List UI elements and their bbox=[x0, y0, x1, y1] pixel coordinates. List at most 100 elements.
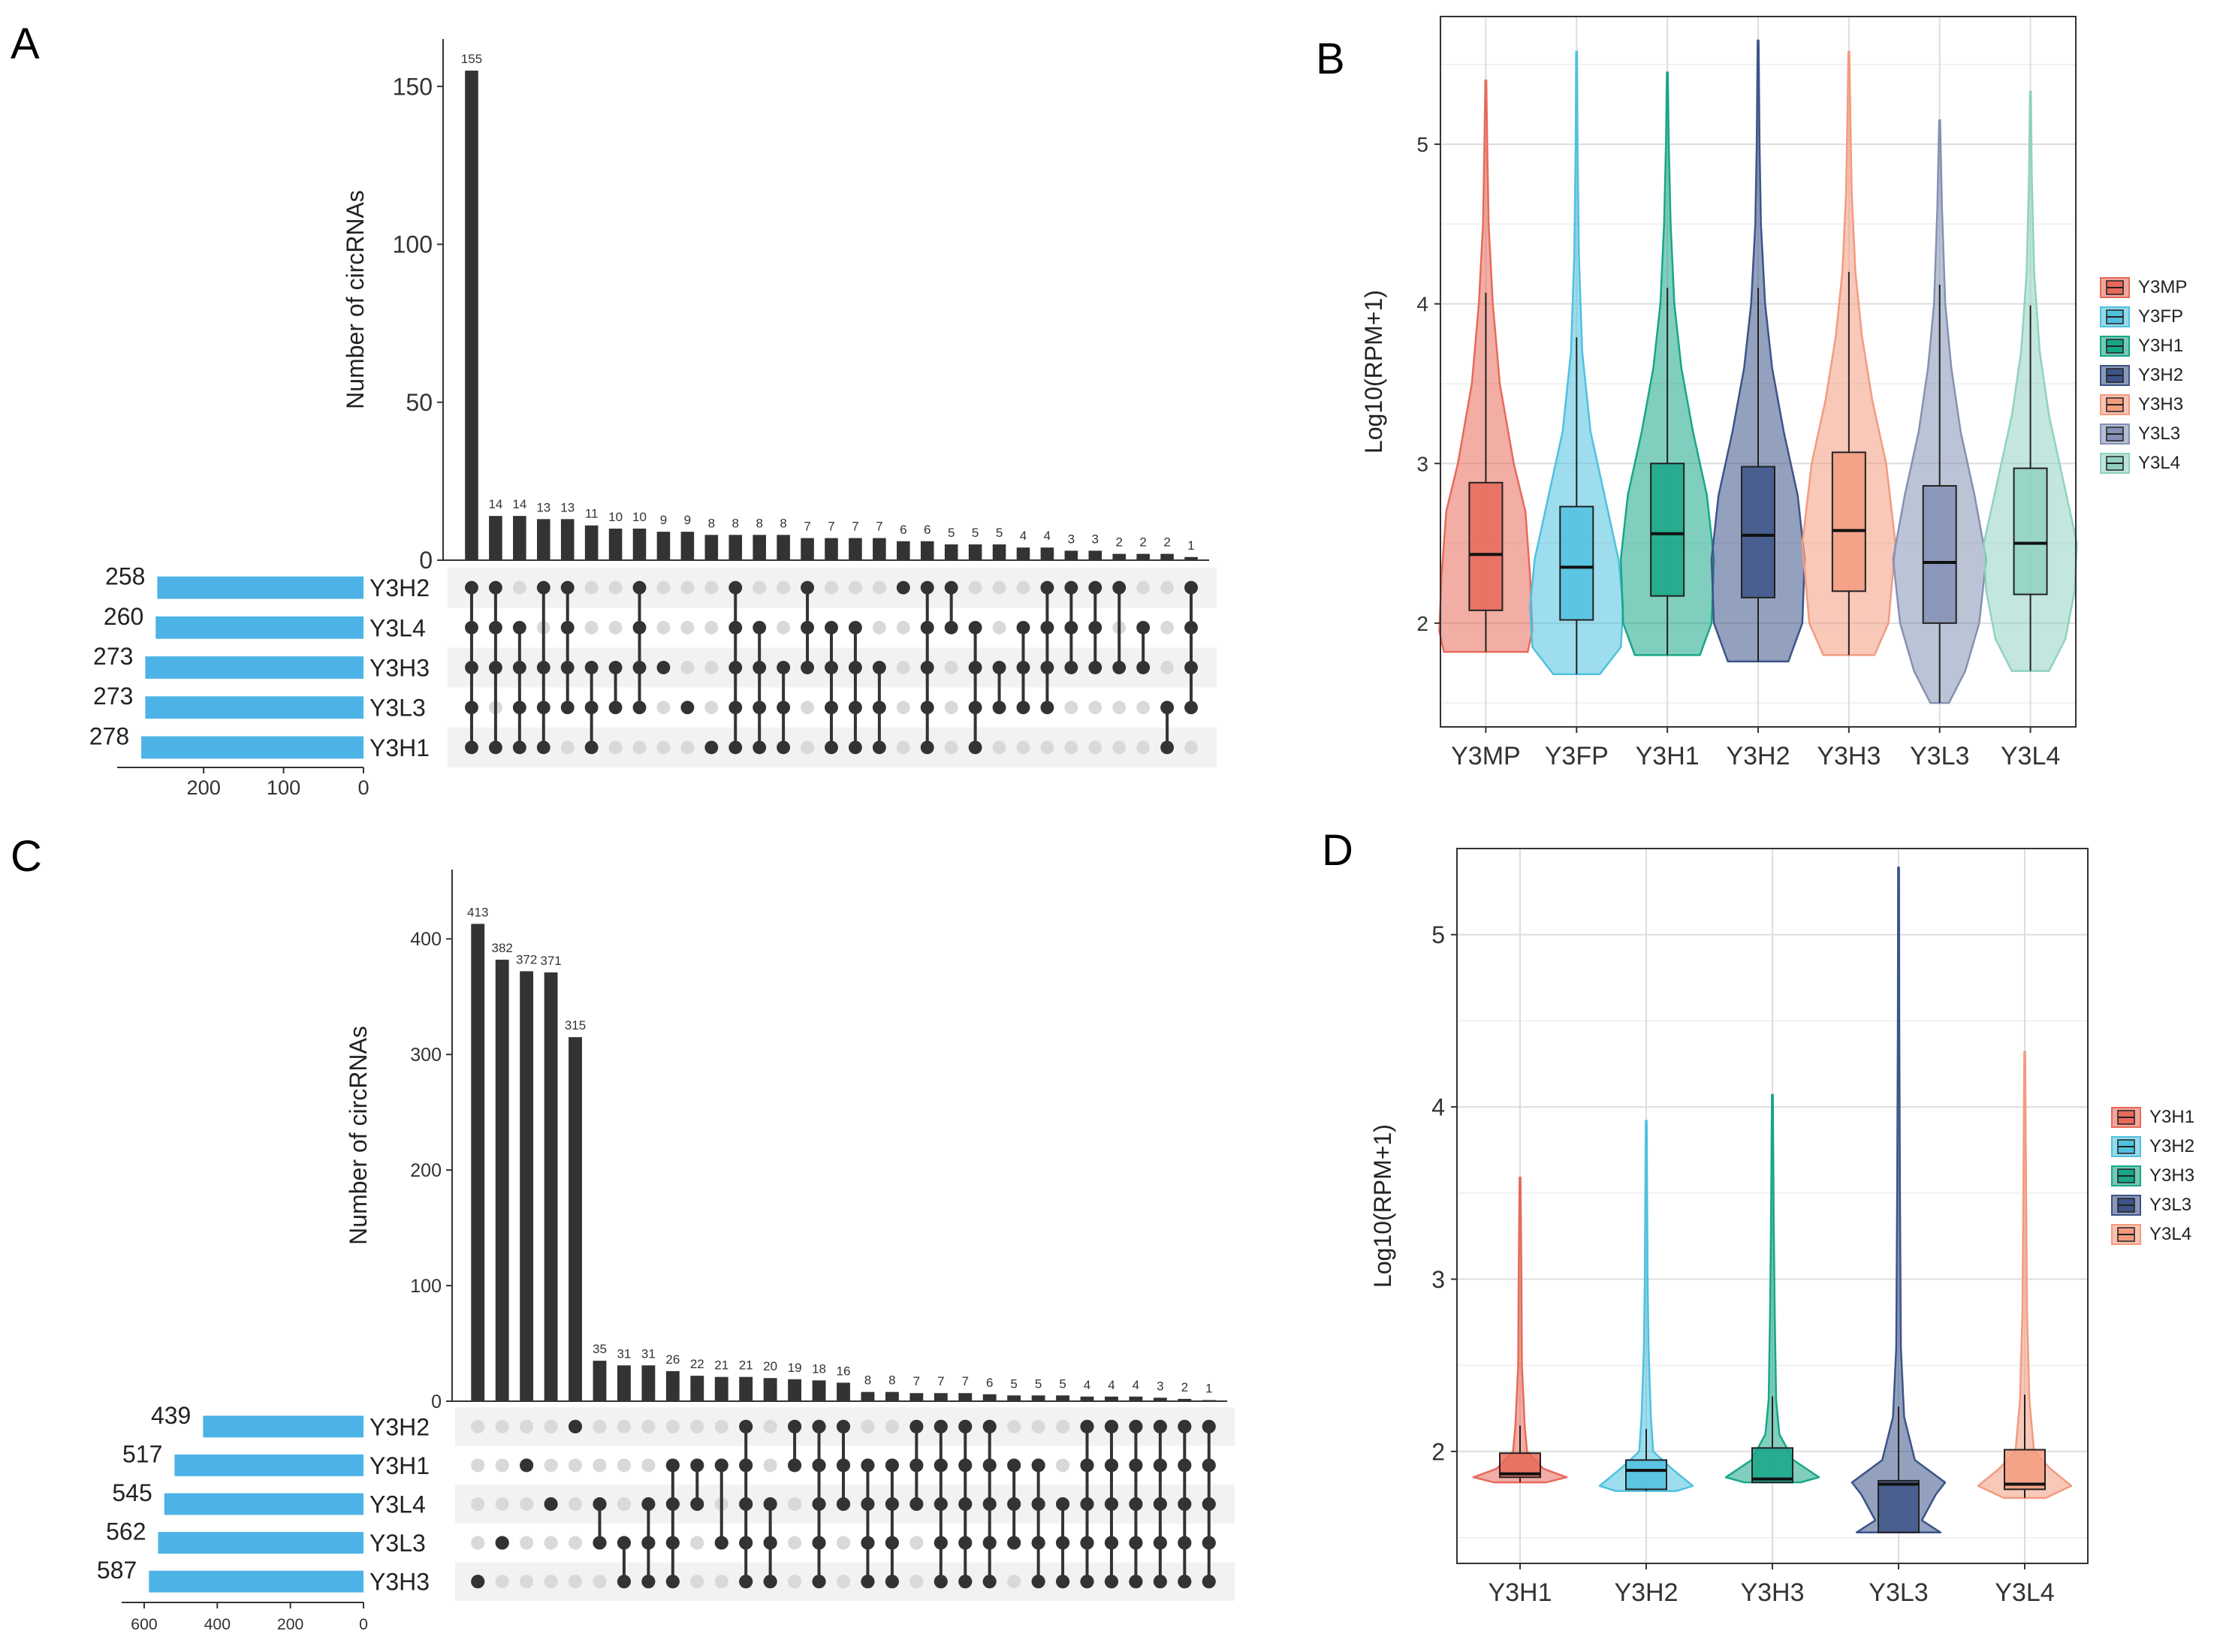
matrix-dot-empty bbox=[690, 1419, 704, 1433]
bar-value-label: 26 bbox=[665, 1352, 680, 1367]
matrix-dot-empty bbox=[593, 1419, 607, 1433]
matrix-dot-filled bbox=[848, 661, 862, 674]
legend-label: Y3H2 bbox=[2138, 365, 2183, 385]
matrix-dot-filled bbox=[968, 740, 982, 755]
matrix-dot-filled bbox=[1055, 1575, 1070, 1589]
intersection-bar bbox=[909, 1393, 924, 1401]
y-tick-label: 50 bbox=[406, 389, 433, 416]
matrix-dot-filled bbox=[812, 1419, 826, 1433]
set-size-bar bbox=[145, 656, 363, 679]
intersection-bar bbox=[1064, 550, 1078, 560]
matrix-dot-empty bbox=[656, 580, 671, 595]
matrix-dot-empty bbox=[1016, 740, 1030, 755]
matrix-dot-filled bbox=[920, 740, 934, 755]
bar-value-label: 5 bbox=[972, 526, 979, 540]
bar-value-label: 13 bbox=[536, 500, 550, 514]
matrix-dot-empty bbox=[690, 1575, 704, 1589]
intersection-bar bbox=[495, 960, 509, 1401]
matrix-dot-filled bbox=[488, 580, 502, 595]
intersection-bar bbox=[861, 1391, 875, 1401]
matrix-dot-filled bbox=[1178, 1536, 1192, 1550]
matrix-dot-filled bbox=[495, 1536, 509, 1550]
legend-label: Y3L3 bbox=[2138, 424, 2180, 444]
matrix-dot-filled bbox=[1178, 1497, 1192, 1512]
matrix-dot-empty bbox=[1007, 1575, 1021, 1589]
intersection-bar bbox=[560, 519, 575, 560]
box-body bbox=[1625, 1459, 1667, 1491]
matrix-dot-empty bbox=[704, 620, 719, 635]
matrix-dot-filled bbox=[861, 1536, 875, 1550]
matrix-dot-filled bbox=[1040, 661, 1054, 674]
matrix-dot-empty bbox=[471, 1536, 485, 1550]
bar-value-label: 4 bbox=[1020, 529, 1027, 543]
intersection-bar bbox=[593, 1361, 607, 1401]
set-name-label: Y3H2 bbox=[369, 1413, 430, 1440]
set-axis-tick-label: 400 bbox=[204, 1615, 231, 1633]
bar-value-label: 1 bbox=[1205, 1381, 1212, 1395]
bar-value-label: 9 bbox=[660, 513, 667, 527]
intersection-bar bbox=[584, 525, 599, 560]
violin-shape bbox=[1598, 1120, 1694, 1492]
matrix-dot-filled bbox=[788, 1419, 802, 1433]
set-name-label: Y3H1 bbox=[369, 734, 430, 761]
matrix-dot-filled bbox=[739, 1497, 753, 1512]
x-tick-label: Y3MP bbox=[1451, 742, 1521, 770]
intersection-bar bbox=[513, 516, 526, 560]
matrix-dot-filled bbox=[812, 1575, 826, 1589]
intersection-bar bbox=[489, 516, 502, 560]
matrix-dot-filled bbox=[1055, 1536, 1070, 1550]
matrix-dot-filled bbox=[958, 1536, 973, 1550]
matrix-dot-filled bbox=[1112, 580, 1127, 595]
set-size-value: 587 bbox=[97, 1557, 137, 1584]
matrix-dot-filled bbox=[704, 740, 719, 755]
bar-value-label: 16 bbox=[837, 1364, 851, 1378]
set-name-label: Y3L4 bbox=[369, 1491, 426, 1518]
matrix-dot-filled bbox=[632, 620, 647, 635]
matrix-dot-filled bbox=[848, 740, 862, 755]
matrix-dot-filled bbox=[1202, 1419, 1216, 1433]
intersection-bar bbox=[897, 541, 910, 560]
matrix-dot-empty bbox=[944, 661, 958, 674]
matrix-dot-filled bbox=[1031, 1497, 1045, 1512]
matrix-dot-filled bbox=[1184, 580, 1198, 595]
box-body bbox=[1922, 484, 1957, 624]
matrix-dot-filled bbox=[920, 580, 934, 595]
matrix-dot-filled bbox=[1007, 1458, 1021, 1473]
matrix-dot-filled bbox=[520, 1458, 534, 1473]
matrix-dot-empty bbox=[471, 1458, 485, 1473]
intersection-bar bbox=[569, 1037, 582, 1401]
matrix-dot-filled bbox=[665, 1458, 680, 1473]
intersection-bar bbox=[763, 1378, 777, 1401]
matrix-dot-filled bbox=[982, 1497, 997, 1512]
matrix-dot-filled bbox=[920, 661, 934, 674]
bar-value-label: 8 bbox=[732, 516, 739, 530]
matrix-dot-filled bbox=[632, 661, 647, 674]
matrix-dot-filled bbox=[665, 1497, 680, 1512]
y-tick-label: 300 bbox=[410, 1045, 442, 1066]
matrix-dot-filled bbox=[465, 580, 478, 595]
matrix-dot-filled bbox=[1016, 701, 1030, 715]
matrix-dot-filled bbox=[1136, 661, 1151, 674]
matrix-dot-filled bbox=[488, 620, 502, 635]
intersection-bar bbox=[704, 535, 719, 560]
matrix-dot-filled bbox=[568, 1419, 583, 1433]
y-tick-label: 5 bbox=[1431, 921, 1445, 948]
set-size-bar bbox=[203, 1415, 363, 1438]
matrix-dot-filled bbox=[812, 1536, 826, 1550]
set-size-bar bbox=[164, 1493, 363, 1515]
intersection-bar bbox=[1031, 1395, 1045, 1401]
legend-label: Y3MP bbox=[2138, 277, 2187, 297]
matrix-dot-empty bbox=[1055, 1458, 1070, 1473]
matrix-dot-filled bbox=[1064, 661, 1078, 674]
matrix-dot-filled bbox=[728, 620, 743, 635]
y-tick-label: 200 bbox=[410, 1160, 442, 1181]
set-size-value: 517 bbox=[122, 1440, 162, 1467]
bar-value-label: 14 bbox=[512, 497, 526, 511]
matrix-dot-filled bbox=[1016, 661, 1030, 674]
x-tick-label: Y3H2 bbox=[1614, 1578, 1678, 1607]
panel-label-a: A bbox=[11, 20, 40, 68]
matrix-dot-filled bbox=[1080, 1419, 1094, 1433]
y-axis-title: Number of circRNAs bbox=[342, 190, 369, 409]
set-size-bar bbox=[157, 576, 363, 599]
violin-shape bbox=[1850, 866, 1947, 1533]
